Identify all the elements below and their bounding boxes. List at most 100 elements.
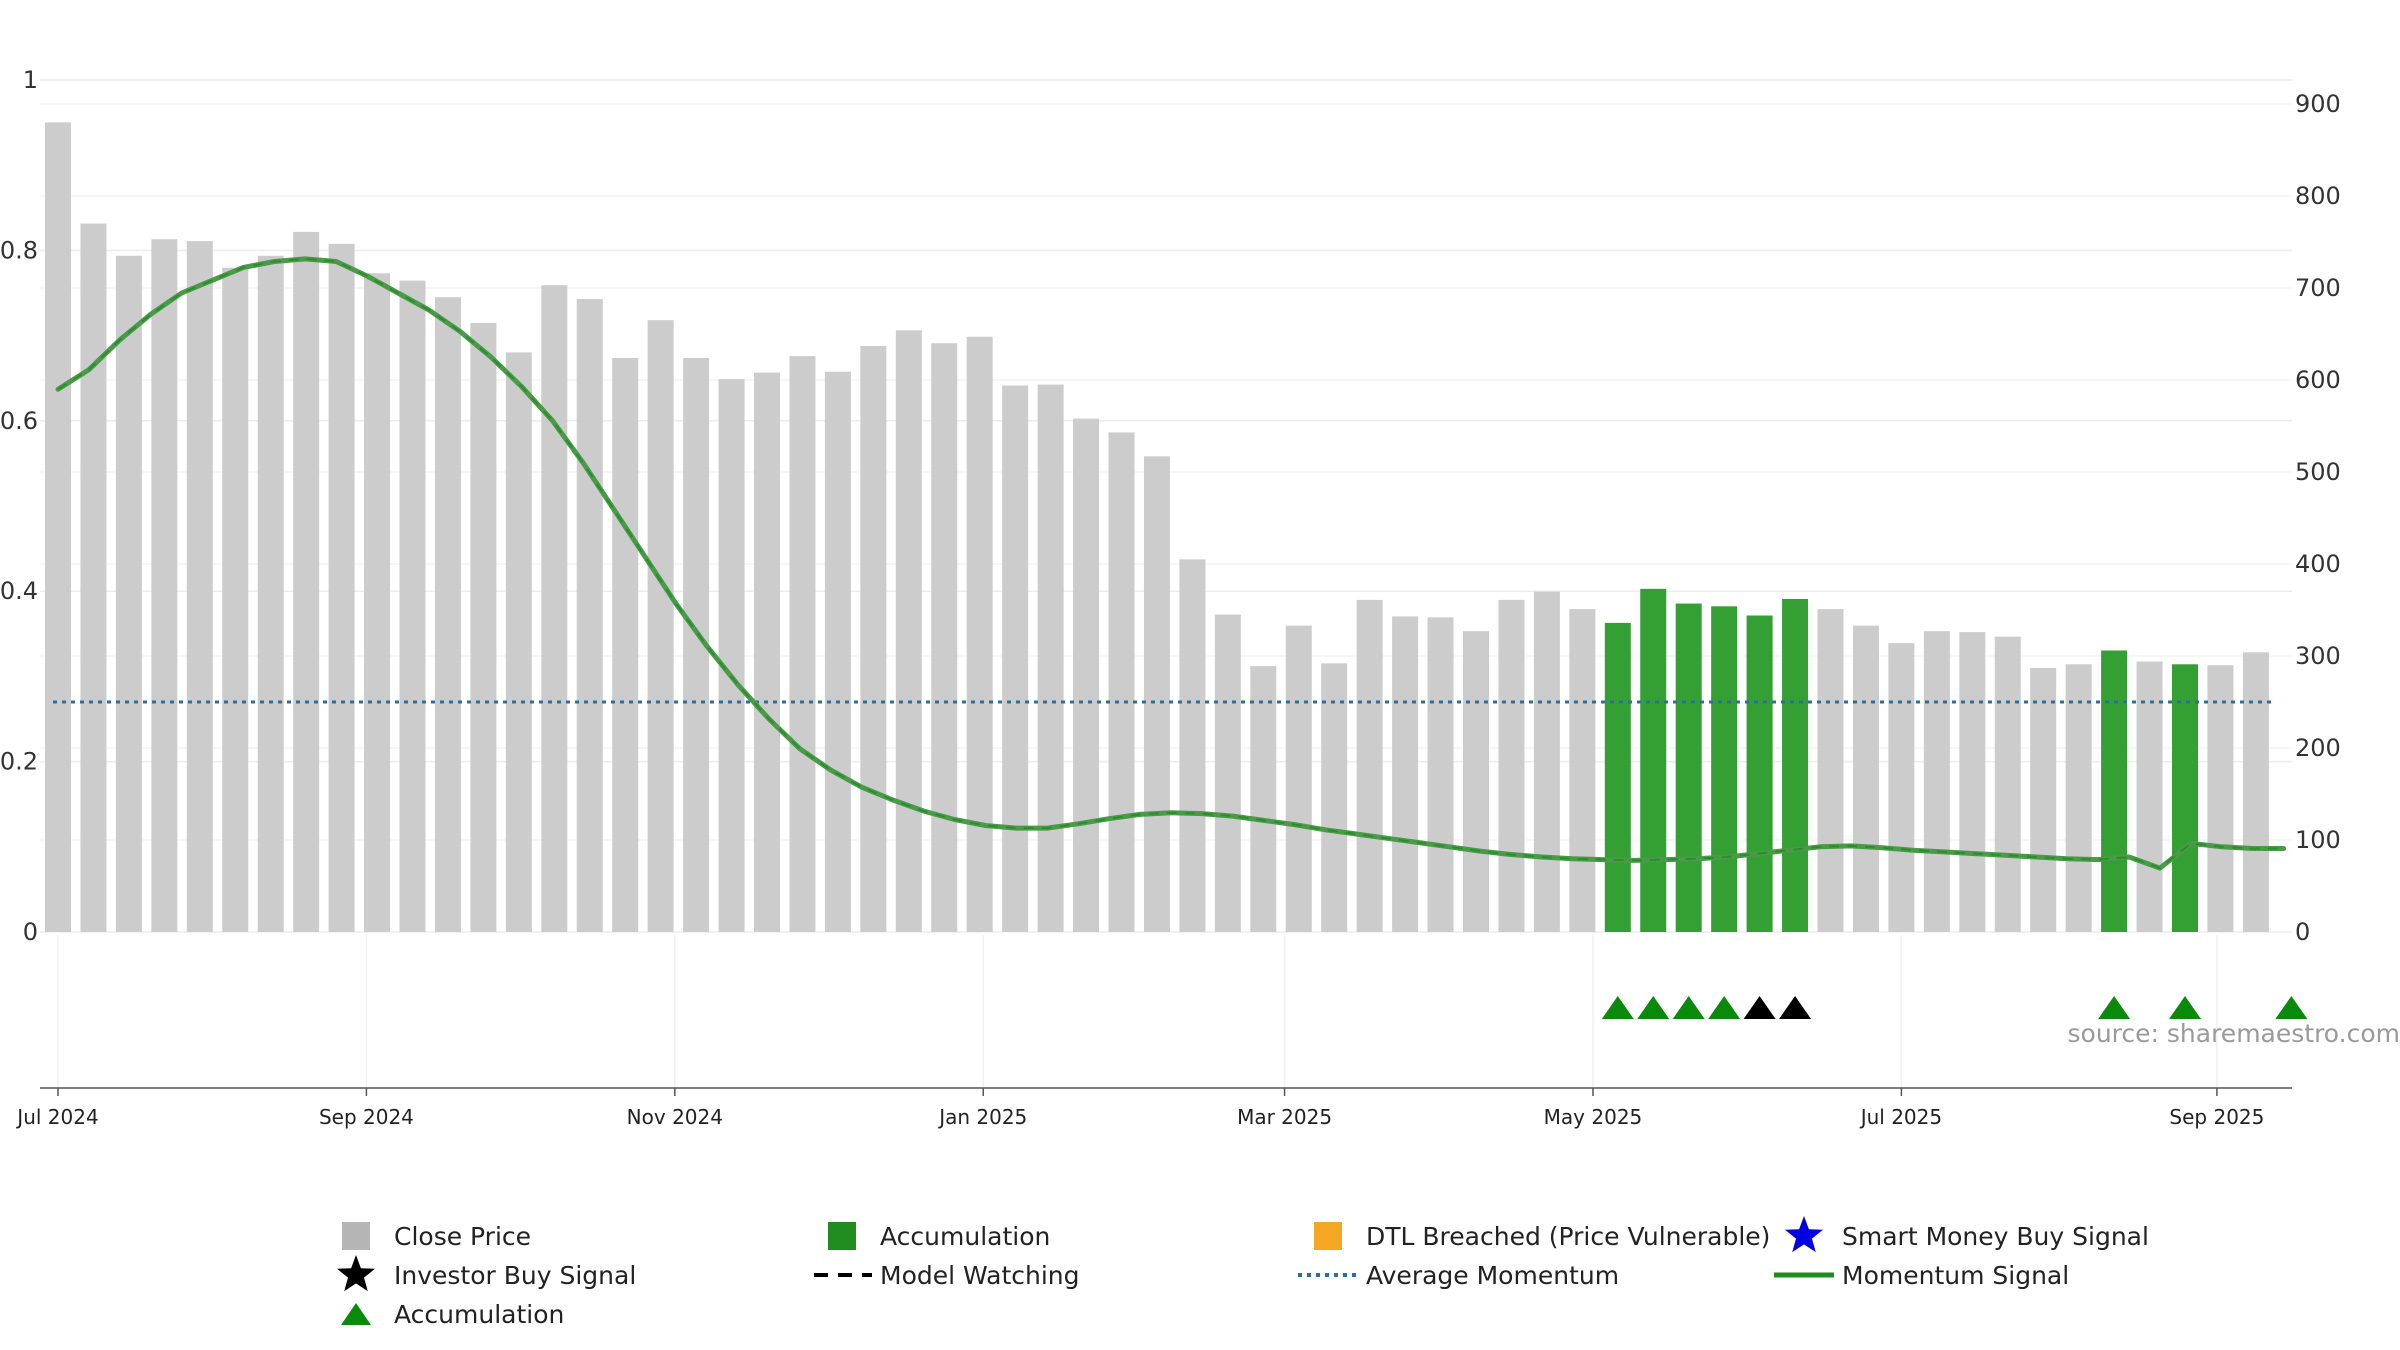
- left-axis-tick-label: 0.4: [0, 577, 38, 605]
- close-price-bar: [222, 267, 249, 932]
- close-price-bar: [576, 299, 603, 932]
- accumulation-triangle: [1637, 996, 1670, 1019]
- right-axis-tick-label: 900: [2295, 90, 2341, 118]
- accumulation-bar: [2172, 664, 2198, 932]
- close-price-bar: [1392, 616, 1419, 932]
- accumulation-bar: [1675, 603, 1702, 932]
- legend-item: Momentum Signal: [1774, 1261, 2069, 1290]
- right-axis-tick-label: 700: [2295, 274, 2341, 302]
- close-price-bar: [966, 336, 993, 932]
- accumulation-triangle: [2275, 996, 2308, 1019]
- legend-item: Investor Buy Signal: [337, 1255, 636, 1292]
- accumulation-bar: [1782, 598, 1809, 932]
- left-axis-tick-label: 1: [23, 66, 38, 94]
- legend-triangle-icon: [341, 1303, 371, 1325]
- close-price-bar: [1356, 599, 1383, 932]
- x-axis-tick-label: Nov 2024: [627, 1105, 723, 1129]
- close-price-bar: [1959, 632, 1986, 932]
- close-price-bar: [434, 297, 461, 932]
- accumulation-bar: [1604, 622, 1631, 932]
- accumulation-bar: [2101, 650, 2128, 932]
- close-price-bar: [860, 345, 887, 933]
- close-price-bar: [257, 255, 284, 933]
- close-price-bar: [80, 223, 107, 933]
- close-price-bar: [328, 243, 355, 933]
- investor-signal-triangle: [1779, 996, 1812, 1019]
- close-price-bar: [647, 320, 674, 932]
- x-axis-tick-label: May 2025: [1544, 1105, 1643, 1129]
- accumulation-triangle: [1708, 996, 1741, 1019]
- close-price-bar: [1923, 631, 1950, 932]
- legend-item: Model Watching: [814, 1261, 1080, 1290]
- legend-item: Accumulation: [341, 1300, 564, 1329]
- left-axis-tick-label: 0.2: [0, 748, 38, 776]
- close-price-bar: [789, 356, 816, 933]
- accumulation-triangle: [2169, 996, 2201, 1019]
- close-price-bar: [612, 357, 639, 932]
- legend-label: Smart Money Buy Signal: [1842, 1222, 2149, 1251]
- close-price-bar: [754, 372, 780, 932]
- legend-swatch-square: [342, 1222, 370, 1250]
- accumulation-triangle: [1672, 996, 1705, 1019]
- close-price-bar: [1817, 609, 1844, 932]
- right-axis-tick-label: 300: [2295, 642, 2341, 670]
- momentum-signal-overlay: [57, 257, 2284, 870]
- close-price-bar: [1285, 625, 1312, 932]
- close-price-bar: [293, 231, 320, 932]
- price-bars: [45, 122, 2269, 933]
- close-price-bar: [1179, 559, 1206, 932]
- close-price-bar: [45, 122, 71, 932]
- close-price-bar: [1888, 643, 1915, 932]
- legend-label: Model Watching: [880, 1261, 1080, 1290]
- close-price-bar: [1321, 663, 1348, 932]
- source-label: source: sharemaestro.com: [2068, 1019, 2400, 1048]
- close-price-bar: [1108, 432, 1135, 932]
- close-price-bar: [505, 352, 532, 932]
- x-axis-tick-label: Jul 2025: [1859, 1105, 1942, 1129]
- close-price-bar: [1463, 631, 1489, 932]
- close-price-bar: [1498, 599, 1525, 932]
- accumulation-triangle: [1601, 996, 1634, 1019]
- close-price-bar: [364, 273, 391, 932]
- close-price-bar: [541, 285, 568, 932]
- accumulation-bar: [1711, 606, 1738, 932]
- legend-star-icon: [337, 1255, 375, 1292]
- close-price-bar: [718, 379, 745, 933]
- x-axis-tick-label: Jul 2024: [15, 1105, 98, 1129]
- x-axis-tick-label: Sep 2024: [319, 1105, 414, 1129]
- x-axis-tick-label: Mar 2025: [1237, 1105, 1332, 1129]
- close-price-bar: [2030, 667, 2057, 932]
- close-price-bar: [1214, 614, 1241, 932]
- close-price-bar: [470, 322, 497, 933]
- close-price-bar: [2207, 665, 2234, 932]
- close-price-bar: [115, 255, 142, 933]
- legend-item: DTL Breached (Price Vulnerable): [1314, 1222, 1770, 1251]
- accumulation-bar: [1746, 615, 1773, 932]
- legend: Close Price Accumulation DTL Breached (Pri…: [337, 1216, 2149, 1329]
- right-axis-tick-label: 400: [2295, 550, 2341, 578]
- signal-markers: [1601, 996, 2308, 1019]
- left-axis-tick-label: 0: [23, 918, 38, 946]
- close-price-bar: [1852, 625, 1879, 932]
- legend-label: Investor Buy Signal: [394, 1261, 636, 1290]
- legend-label: Close Price: [394, 1222, 531, 1251]
- right-axis-tick-label: 100: [2295, 826, 2341, 854]
- close-price-bar: [399, 280, 426, 932]
- accumulation-bar: [1640, 588, 1667, 932]
- close-price-bar: [895, 330, 922, 932]
- close-price-bar: [151, 239, 178, 933]
- legend-label: Momentum Signal: [1842, 1261, 2069, 1290]
- legend-item: Average Momentum: [1298, 1261, 1619, 1290]
- close-price-bar: [1143, 456, 1170, 932]
- right-axis-tick-label: 0: [2295, 918, 2310, 946]
- legend-item: Smart Money Buy Signal: [1785, 1216, 2149, 1253]
- close-price-bar: [1569, 609, 1596, 932]
- close-price-bar: [2136, 661, 2163, 932]
- legend-label: DTL Breached (Price Vulnerable): [1366, 1222, 1770, 1251]
- right-axis-tick-label: 200: [2295, 734, 2341, 762]
- close-price-bar: [1250, 666, 1277, 932]
- legend-label: Accumulation: [880, 1222, 1050, 1251]
- close-price-bar: [1427, 617, 1454, 932]
- close-price-bar: [1533, 591, 1560, 932]
